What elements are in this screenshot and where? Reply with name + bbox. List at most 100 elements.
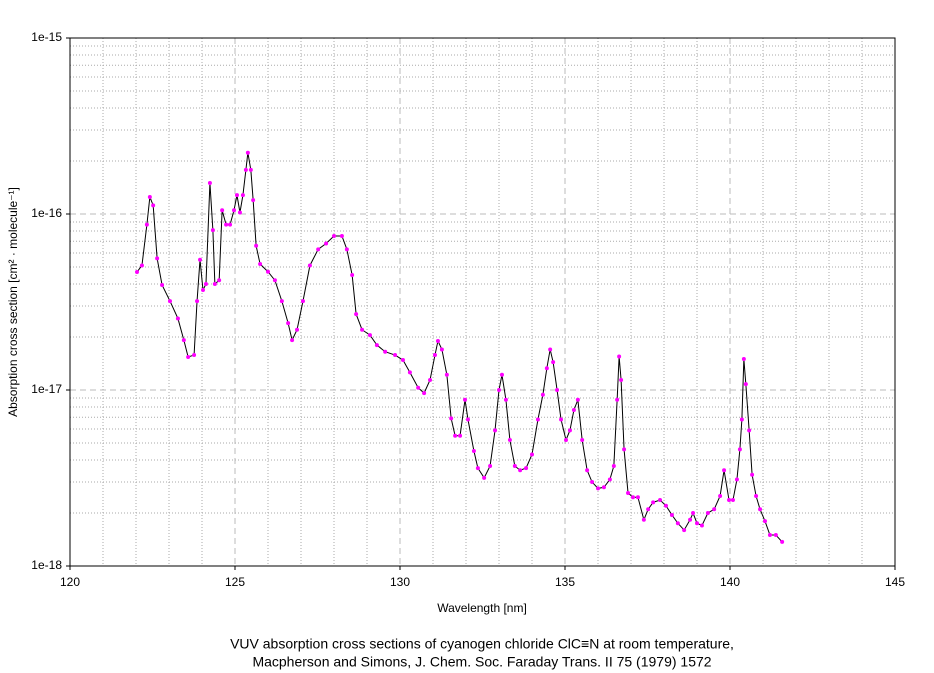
x-tick-label: 135 [555, 575, 575, 589]
data-point [383, 349, 388, 354]
data-point [503, 397, 508, 402]
data-point [682, 528, 687, 533]
data-point [332, 233, 336, 238]
data-point [374, 343, 379, 348]
data-point [416, 385, 421, 390]
data-point [286, 321, 291, 326]
data-point [580, 437, 585, 442]
data-point [540, 392, 545, 397]
data-point [596, 486, 600, 491]
x-tick-label: 130 [390, 575, 410, 589]
data-point [400, 358, 405, 363]
data-point [699, 523, 704, 528]
data-point [324, 241, 329, 246]
data-point [705, 511, 710, 516]
data-point [722, 468, 727, 473]
data-point [551, 360, 556, 365]
data-point [228, 222, 233, 227]
data-point [718, 493, 723, 498]
data-point [254, 243, 259, 248]
data-point [559, 417, 564, 422]
data-point [195, 299, 200, 304]
data-point [750, 472, 755, 477]
data-point [626, 490, 631, 495]
data-point [300, 299, 305, 304]
data-point [212, 282, 217, 287]
data-point [144, 222, 149, 227]
data-point [248, 167, 253, 172]
data-point [147, 194, 152, 199]
data-point [488, 463, 493, 468]
data-point [220, 208, 225, 213]
data-point [279, 299, 284, 304]
data-point [272, 278, 277, 283]
data-point [641, 517, 646, 522]
data-point [762, 519, 767, 524]
x-tick-label: 140 [720, 575, 740, 589]
data-point [295, 327, 300, 332]
x-axis-label: Wavelength [nm] [437, 601, 527, 615]
data-point [743, 382, 748, 387]
data-point [339, 233, 344, 238]
plot-frame [69, 37, 896, 567]
data-point [134, 270, 139, 275]
data-point [754, 493, 759, 498]
y-tick-label: 1e-17 [31, 382, 62, 396]
data-point [232, 208, 237, 213]
data-point [475, 466, 480, 471]
data-point [651, 500, 656, 505]
data-point [234, 193, 239, 198]
data-point [224, 222, 229, 227]
data-point [575, 397, 580, 402]
y-axis-label: Absorption cross section [cm² · molecule… [6, 187, 20, 417]
data-point [737, 447, 742, 452]
chart-title: Macpherson and Simons, J. Chem. Soc. Far… [252, 654, 711, 670]
x-tick-label: 120 [60, 575, 80, 589]
data-point [767, 533, 772, 538]
data-point [622, 447, 627, 452]
data-point [160, 282, 165, 287]
data-point [449, 416, 454, 421]
data-point [465, 417, 470, 422]
data-point [695, 521, 699, 526]
y-tick-label: 1e-16 [31, 206, 62, 220]
data-point [675, 521, 680, 526]
x-tick-label: 125 [225, 575, 245, 589]
data-point [741, 357, 746, 362]
data-point [758, 507, 763, 512]
data-point [507, 437, 512, 442]
data-point [555, 388, 560, 392]
data-point [243, 167, 248, 172]
data-point [155, 256, 160, 261]
data-point [571, 407, 576, 412]
data-point [240, 193, 245, 198]
data-point [727, 498, 732, 503]
data-point [544, 366, 549, 371]
data-point [350, 273, 355, 278]
data-point [658, 498, 663, 503]
data-point [567, 428, 572, 433]
data-point [585, 468, 590, 473]
data-point [393, 353, 398, 358]
data-point [611, 463, 616, 468]
data-point [530, 452, 534, 457]
data-point [251, 198, 256, 203]
data-point [669, 512, 674, 517]
data-point [453, 433, 458, 438]
y-tick-label: 1e-18 [31, 558, 62, 572]
data-point [290, 338, 295, 343]
data-point [617, 354, 622, 359]
data-point [360, 327, 365, 332]
data-point [747, 428, 752, 433]
data-line [136, 152, 783, 543]
data-point [307, 263, 312, 268]
data-point [780, 539, 785, 544]
data-point [444, 372, 449, 377]
data-point [151, 203, 156, 208]
data-point [730, 498, 735, 503]
data-point [773, 533, 778, 538]
data-point [535, 417, 540, 422]
data-point [186, 354, 191, 359]
data-point [635, 495, 640, 500]
